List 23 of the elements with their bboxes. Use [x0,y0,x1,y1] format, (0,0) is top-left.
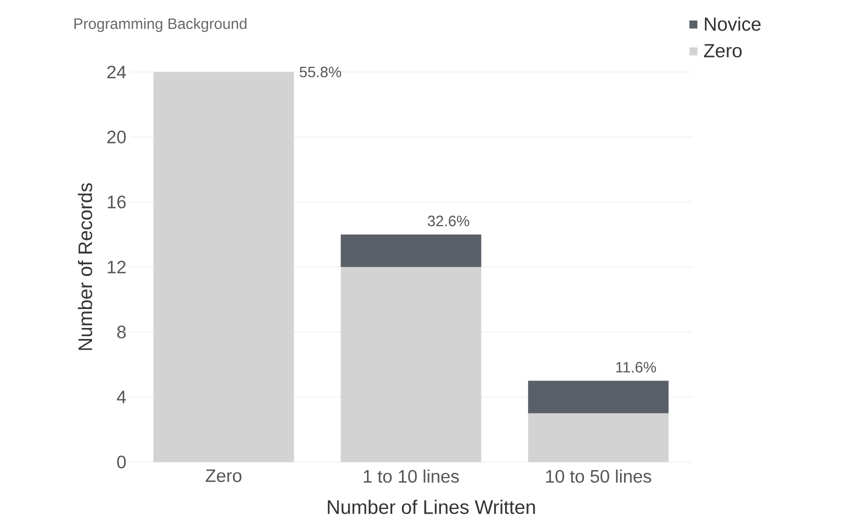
legend-label: Novice [704,16,761,31]
bar [340,267,482,462]
y-tick-label: 0 [117,456,126,468]
legend-label: Zero [704,44,742,58]
annotation: 55.8% [300,66,342,78]
y-tick-label: 4 [116,390,126,404]
x-tick-label: 10 to 50 lines [546,470,652,483]
x-axis-title: Number of Lines Written [328,500,535,514]
y-tick-label: 16 [108,196,126,208]
x-tick-label: 1 to 10 lines [364,470,459,483]
y-tick-label: 8 [117,326,126,338]
y-tick-label: 24 [107,66,126,78]
annotation: 32.6% [428,216,470,226]
y-tick-label: 20 [107,130,126,144]
bar [528,380,669,414]
y-axis-title: Number of Records [78,183,92,350]
bar [153,72,294,462]
bar [528,413,669,462]
y-tick-label: 12 [108,260,126,274]
chart-title: Programming Background [74,18,246,32]
bar [340,234,482,267]
annotation: 11.6% [616,362,656,373]
x-tick-label: Zero [206,470,242,482]
